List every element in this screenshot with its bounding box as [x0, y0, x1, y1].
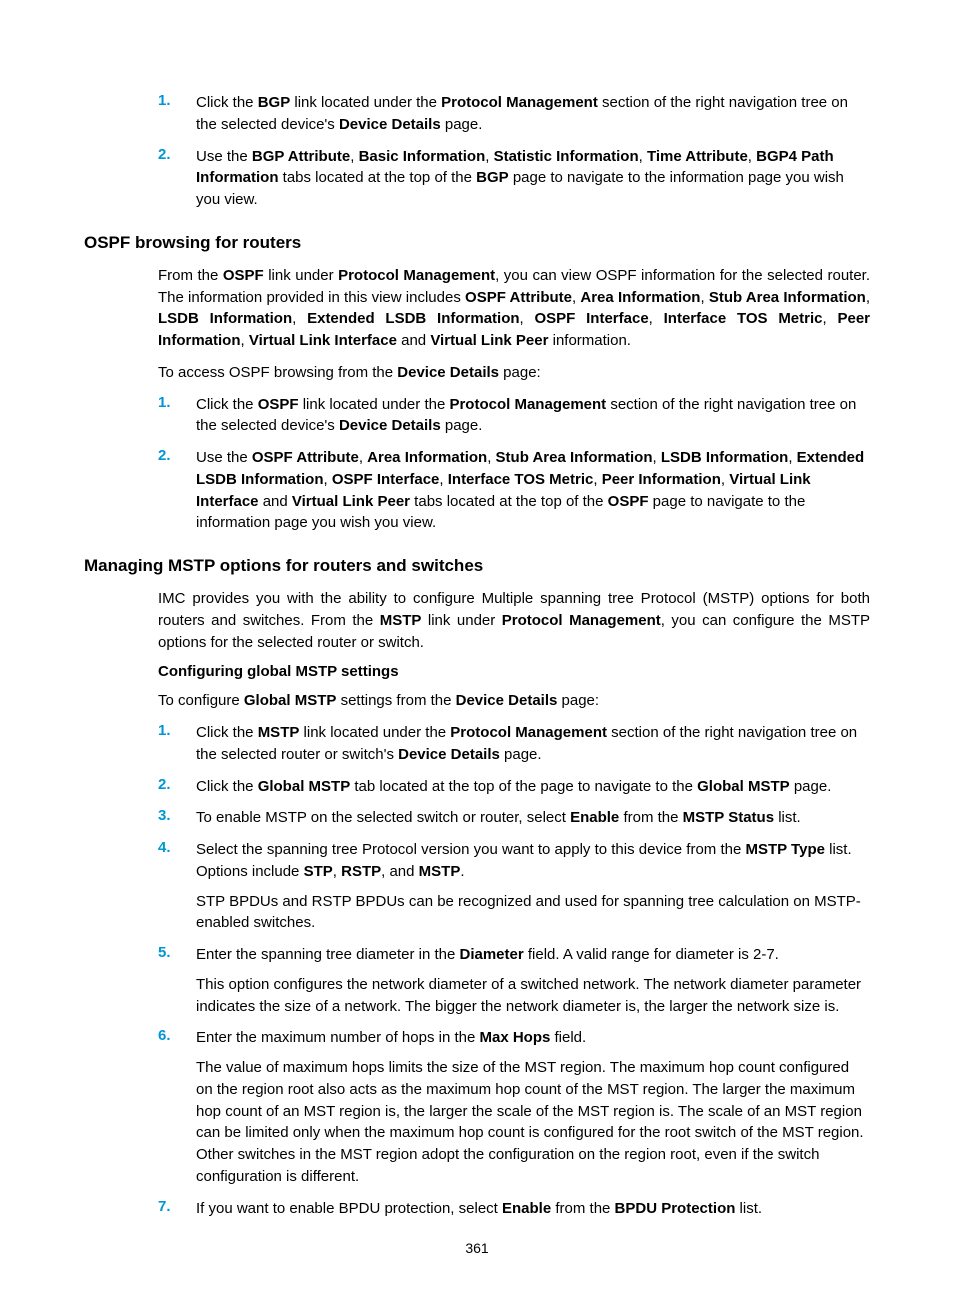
list-body: If you want to enable BPDU protection, s…: [196, 1198, 870, 1220]
list-body: To enable MSTP on the selected switch or…: [196, 807, 870, 829]
subsection-heading: Configuring global MSTP settings: [158, 663, 870, 680]
list-item: 1.Click the MSTP link located under the …: [84, 722, 870, 766]
list-paragraph: The value of maximum hops limits the siz…: [196, 1057, 866, 1188]
list-item: 2.Use the BGP Attribute, Basic Informati…: [84, 146, 870, 211]
paragraph: To configure Global MSTP settings from t…: [158, 690, 870, 712]
list-body: Click the MSTP link located under the Pr…: [196, 722, 870, 766]
page-content: 1.Click the BGP link located under the P…: [84, 92, 870, 1219]
page-number: 361: [0, 1240, 954, 1256]
list-body: Use the BGP Attribute, Basic Information…: [196, 146, 870, 211]
list-item: 1.Click the OSPF link located under the …: [84, 394, 870, 438]
paragraph: IMC provides you with the ability to con…: [158, 588, 870, 653]
list-body: Select the spanning tree Protocol versio…: [196, 839, 870, 934]
document-page: 1.Click the BGP link located under the P…: [0, 0, 954, 1296]
list-number: 2.: [84, 447, 196, 534]
ordered-list: 1.Click the BGP link located under the P…: [84, 92, 870, 211]
paragraph: To access OSPF browsing from the Device …: [158, 362, 870, 384]
list-paragraph: Enter the maximum number of hops in the …: [196, 1027, 866, 1049]
list-paragraph: Enter the spanning tree diameter in the …: [196, 944, 866, 966]
list-paragraph: Select the spanning tree Protocol versio…: [196, 839, 866, 883]
list-item: 3.To enable MSTP on the selected switch …: [84, 807, 870, 829]
list-body: Click the OSPF link located under the Pr…: [196, 394, 870, 438]
list-number: 1.: [84, 722, 196, 766]
list-paragraph: This option configures the network diame…: [196, 974, 866, 1018]
ordered-list: 1.Click the OSPF link located under the …: [84, 394, 870, 535]
list-item: 7.If you want to enable BPDU protection,…: [84, 1198, 870, 1220]
list-number: 2.: [84, 146, 196, 211]
list-body: Use the OSPF Attribute, Area Information…: [196, 447, 870, 534]
list-number: 2.: [84, 776, 196, 798]
list-body: Click the Global MSTP tab located at the…: [196, 776, 870, 798]
list-item: 1.Click the BGP link located under the P…: [84, 92, 870, 136]
list-body: Enter the maximum number of hops in the …: [196, 1027, 870, 1187]
list-paragraph: STP BPDUs and RSTP BPDUs can be recogniz…: [196, 891, 866, 935]
list-number: 4.: [84, 839, 196, 934]
section-heading: Managing MSTP options for routers and sw…: [84, 556, 870, 576]
ordered-list: 1.Click the MSTP link located under the …: [84, 722, 870, 1219]
list-number: 6.: [84, 1027, 196, 1187]
list-number: 5.: [84, 944, 196, 1017]
list-number: 1.: [84, 92, 196, 136]
list-item: 2.Click the Global MSTP tab located at t…: [84, 776, 870, 798]
list-number: 1.: [84, 394, 196, 438]
paragraph: From the OSPF link under Protocol Manage…: [158, 265, 870, 352]
list-item: 4.Select the spanning tree Protocol vers…: [84, 839, 870, 934]
list-item: 6.Enter the maximum number of hops in th…: [84, 1027, 870, 1187]
list-item: 5.Enter the spanning tree diameter in th…: [84, 944, 870, 1017]
list-number: 7.: [84, 1198, 196, 1220]
section-heading: OSPF browsing for routers: [84, 233, 870, 253]
list-body: Enter the spanning tree diameter in the …: [196, 944, 870, 1017]
list-body: Click the BGP link located under the Pro…: [196, 92, 870, 136]
list-number: 3.: [84, 807, 196, 829]
list-item: 2.Use the OSPF Attribute, Area Informati…: [84, 447, 870, 534]
